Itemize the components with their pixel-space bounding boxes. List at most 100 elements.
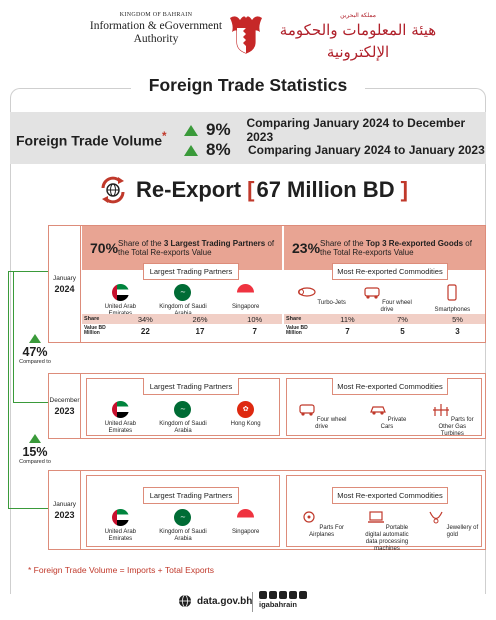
commodity-name: Portable digital automatic data processi… <box>365 525 409 552</box>
commodity-item: Jewellery of gold <box>426 509 478 553</box>
goods-share-header: 23% Share of the Top 3 Re-exported Goods… <box>284 226 485 270</box>
reexport-title: Re-Export <box>136 177 242 202</box>
commodities-subheader: Most Re-exported Commodities <box>332 263 448 280</box>
volume-compare-text: Comparing January 2024 to December 2023 <box>246 116 466 144</box>
partners-subheader: Largest Trading Partners <box>143 263 239 280</box>
turbine-parts-icon <box>432 404 449 416</box>
period-panel-jan-2024: January 2024 70% Share of the 3 Largest … <box>48 225 486 343</box>
social-icons <box>259 591 307 599</box>
share-label: Share <box>286 316 302 322</box>
share-value: 5% <box>452 314 463 324</box>
reexport-heading: Re-Export [ 67 Million BD ] <box>98 174 410 206</box>
bd-value: 17 <box>195 326 205 336</box>
x-icon[interactable] <box>269 591 277 599</box>
uae-flag-icon <box>111 284 129 301</box>
bracket-open: [ <box>247 177 255 202</box>
partner-item: ∼Kingdom of Saudi Arabia <box>157 284 209 318</box>
partner-item: United Arab Emirates <box>94 509 146 543</box>
period-year: 2023 <box>54 405 75 416</box>
smartphone-icon <box>447 284 457 301</box>
linkedin-icon[interactable] <box>289 591 297 599</box>
commodity-name: Jewellery of gold <box>446 525 479 538</box>
authority-name-en: KINGDOM OF BAHRAIN Information & eGovern… <box>78 12 234 46</box>
commodity-item: Four wheel drive <box>296 401 348 438</box>
authority-label-ar: هيئة المعلومات والحكومة الإلكترونية <box>279 21 437 61</box>
volume-row-1: 9% Comparing January 2024 to December 20… <box>184 116 486 144</box>
asterisk: * <box>162 130 167 143</box>
facebook-icon[interactable] <box>279 591 287 599</box>
comparison-47: 47% Compared to <box>16 334 54 365</box>
partners-list: United Arab Emirates ∼Kingdom of Saudi A… <box>89 284 277 318</box>
volume-pct: 8% <box>206 140 231 159</box>
kingdom-label-ar: مملكة البحرين <box>340 12 376 19</box>
partners-box <box>86 475 280 547</box>
authority-label-en: Information & eGovernment Authority <box>89 20 223 45</box>
period-month: January <box>52 274 77 282</box>
footnote: * Foreign Trade Volume = Imports + Total… <box>28 565 214 575</box>
value-label: Value BD Million <box>286 324 308 336</box>
volume-pct: 9% <box>206 120 231 139</box>
desc-text: Share of the <box>320 238 366 248</box>
uae-flag-icon <box>111 509 129 526</box>
desc-bold: 3 Largest Trading Partners <box>163 238 266 248</box>
partner-item: ∼ Kingdom of Saudi Arabia <box>157 401 209 435</box>
commodity-item: Smartphones <box>426 284 478 314</box>
value-label: Value BD Million <box>84 324 106 336</box>
instagram-icon[interactable] <box>259 591 267 599</box>
partners-value-row: Value BD Million 22 17 7 <box>82 325 282 337</box>
commodities-subheader: Most Re-exported Commodities <box>332 378 448 395</box>
desc-bold: Top 3 Re-exported Goods <box>365 238 464 248</box>
commodities-subheader: Most Re-exported Commodities <box>332 487 448 504</box>
airplane-parts-icon <box>303 511 315 523</box>
jewellery-icon <box>429 511 444 524</box>
comparison-text: Compared to <box>19 359 51 365</box>
volume-compare-text: Comparing January 2024 to January 2023 <box>248 143 485 157</box>
share-label: Share <box>84 316 100 322</box>
bracket-close: ] <box>400 177 408 202</box>
partners-subheader: Largest Trading Partners <box>143 487 239 504</box>
laptop-icon <box>367 511 384 523</box>
bahrain-emblem-icon <box>230 16 262 54</box>
partners-share-pct: 70% <box>90 240 119 256</box>
partner-item: ✿ Hong Kong <box>220 401 272 435</box>
period-year: 2023 <box>54 509 75 520</box>
commodity-name: Four wheel drive <box>380 300 412 313</box>
ksa-flag-icon: ∼ <box>174 401 192 418</box>
partner-item: ∼Kingdom of Saudi Arabia <box>157 509 209 543</box>
period-panel-jan-2023: January 2023 Largest Trading Partners Mo… <box>48 470 486 553</box>
bd-value: 22 <box>140 326 150 336</box>
handle-text: igabahrain <box>259 600 297 609</box>
partners-list: United Arab Emirates ∼Kingdom of Saudi A… <box>89 509 277 543</box>
partner-name: Kingdom of Saudi Arabia <box>159 529 207 542</box>
partner-item: Singapore <box>220 284 272 318</box>
goods-share-row: Share 11% 7% 5% <box>284 314 485 324</box>
up-arrow-icon <box>184 144 198 156</box>
globe-arrows-icon <box>101 176 125 204</box>
period-date: December 2023 <box>49 374 81 438</box>
suv-icon <box>364 287 380 299</box>
comparison-connector <box>8 271 49 509</box>
trade-volume-band: Foreign Trade Volume* 9% Comparing Janua… <box>10 112 486 164</box>
partner-name: Kingdom of Saudi Arabia <box>159 421 207 434</box>
uae-flag-icon <box>111 401 129 418</box>
commodity-item: Four wheel drive <box>361 284 413 314</box>
commodity-item: Private Cars <box>361 401 413 438</box>
bd-value: 7 <box>345 326 350 336</box>
goods-list: Turbo-Jets Four wheel drive Smartphones <box>289 284 485 314</box>
commodity-item: Parts For Airplanes <box>296 509 348 553</box>
partner-name: United Arab Emirates <box>104 529 136 542</box>
website-link[interactable]: data.gov.bh <box>178 594 252 608</box>
page-title: Foreign Trade Statistics <box>130 75 366 96</box>
social-handle[interactable]: igabahrain <box>259 591 307 609</box>
period-date: January 2023 <box>49 471 81 549</box>
period-panel-dec-2023: December 2023 Largest Trading Partners M… <box>48 373 486 439</box>
car-icon <box>369 406 386 415</box>
partner-item: United Arab Emirates <box>94 401 146 435</box>
youtube-icon[interactable] <box>299 591 307 599</box>
hong-kong-flag-icon: ✿ <box>237 401 255 418</box>
website-text: data.gov.bh <box>197 595 253 607</box>
partner-name: Singapore <box>231 304 260 310</box>
period-year: 2024 <box>54 283 75 294</box>
bd-value: 7 <box>252 326 257 336</box>
goods-value-row: Value BD Million 7 5 3 <box>284 325 485 337</box>
